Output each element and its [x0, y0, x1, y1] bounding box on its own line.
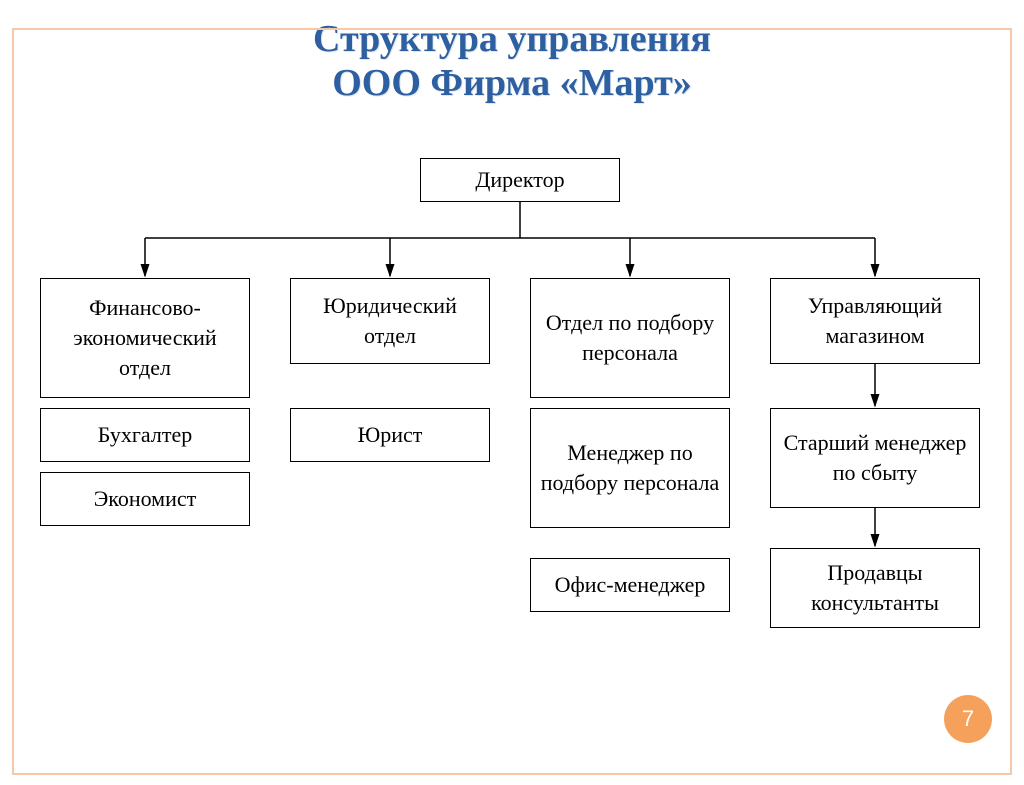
label-fin: Финансово-экономический отдел: [47, 293, 243, 382]
node-accountant: Бухгалтер: [40, 408, 250, 462]
label-hr: Отдел по подбору персонала: [537, 308, 723, 367]
node-director: Директор: [420, 158, 620, 202]
label-senior: Старший менеджер по сбыту: [777, 428, 973, 487]
label-hr-manager: Менеджер по подбору персонала: [537, 438, 723, 497]
label-office-mgr: Офис-менеджер: [555, 570, 706, 600]
org-chart: Директор Финансово-экономический отдел Ю…: [30, 158, 994, 755]
node-fin: Финансово-экономический отдел: [40, 278, 250, 398]
node-sellers: Продавцы консультанты: [770, 548, 980, 628]
node-office-mgr: Офис-менеджер: [530, 558, 730, 612]
node-manager: Управляющий магазином: [770, 278, 980, 364]
node-senior: Старший менеджер по сбыту: [770, 408, 980, 508]
page-number-badge: 7: [944, 695, 992, 743]
node-hr-manager: Менеджер по подбору персонала: [530, 408, 730, 528]
node-lawyer: Юрист: [290, 408, 490, 462]
node-hr: Отдел по подбору персонала: [530, 278, 730, 398]
label-economist: Экономист: [94, 484, 197, 514]
label-accountant: Бухгалтер: [98, 420, 192, 450]
node-economist: Экономист: [40, 472, 250, 526]
label-manager: Управляющий магазином: [777, 291, 973, 350]
page-number-text: 7: [962, 706, 974, 732]
label-legal: Юридический отдел: [297, 291, 483, 350]
label-lawyer: Юрист: [358, 420, 423, 450]
label-director: Директор: [475, 165, 564, 195]
label-sellers: Продавцы консультанты: [777, 558, 973, 617]
node-legal: Юридический отдел: [290, 278, 490, 364]
